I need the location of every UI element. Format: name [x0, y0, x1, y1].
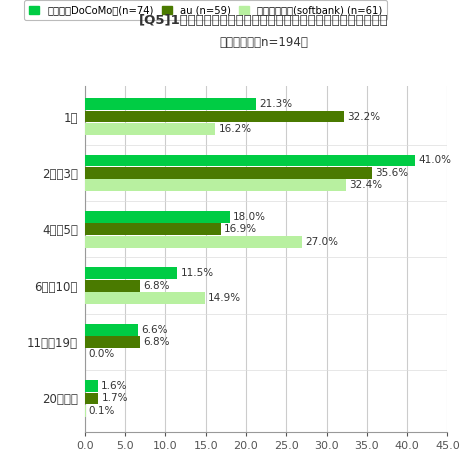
Bar	[85, 223, 221, 235]
Bar	[85, 180, 346, 191]
Text: 16.9%: 16.9%	[224, 224, 257, 234]
Text: 6.8%: 6.8%	[143, 337, 169, 347]
Text: 41.0%: 41.0%	[418, 155, 451, 165]
Text: 16.2%: 16.2%	[219, 124, 252, 134]
Text: 32.4%: 32.4%	[349, 180, 382, 190]
Text: 0.1%: 0.1%	[89, 406, 115, 416]
Text: 32.2%: 32.2%	[348, 112, 381, 122]
Bar	[85, 392, 98, 404]
Bar	[85, 336, 139, 348]
Bar	[85, 324, 138, 335]
Bar	[85, 111, 344, 123]
Bar	[85, 280, 139, 292]
Bar	[85, 167, 372, 179]
Bar	[85, 292, 205, 304]
Bar	[85, 154, 415, 166]
Legend: ドコモ（DoCoMo）(n=74), au (n=59), ソフトバンク(softbank) (n=61): ドコモ（DoCoMo）(n=74), au (n=59), ソフトバンク(sof…	[24, 0, 387, 20]
Text: 6.6%: 6.6%	[141, 324, 168, 334]
Text: （単一回答、n=194）: （単一回答、n=194）	[219, 36, 308, 48]
Text: [Q5]1年間の携帯電話での買い物の利用回数を教えてください。: [Q5]1年間の携帯電話での買い物の利用回数を教えてください。	[139, 14, 389, 27]
Text: 14.9%: 14.9%	[208, 293, 241, 303]
Text: 1.7%: 1.7%	[102, 393, 128, 403]
Text: 21.3%: 21.3%	[260, 99, 293, 109]
Text: 27.0%: 27.0%	[306, 237, 339, 247]
Text: 18.0%: 18.0%	[233, 212, 266, 222]
Bar	[85, 267, 178, 279]
Text: 1.6%: 1.6%	[101, 381, 127, 391]
Text: 11.5%: 11.5%	[181, 268, 214, 278]
Bar	[85, 211, 230, 223]
Bar	[85, 98, 256, 110]
Bar	[85, 123, 215, 135]
Text: 0.0%: 0.0%	[88, 350, 114, 360]
Text: 6.8%: 6.8%	[143, 281, 169, 291]
Bar	[85, 380, 97, 392]
Bar	[85, 405, 86, 417]
Text: 35.6%: 35.6%	[375, 168, 408, 178]
Bar	[85, 236, 302, 247]
